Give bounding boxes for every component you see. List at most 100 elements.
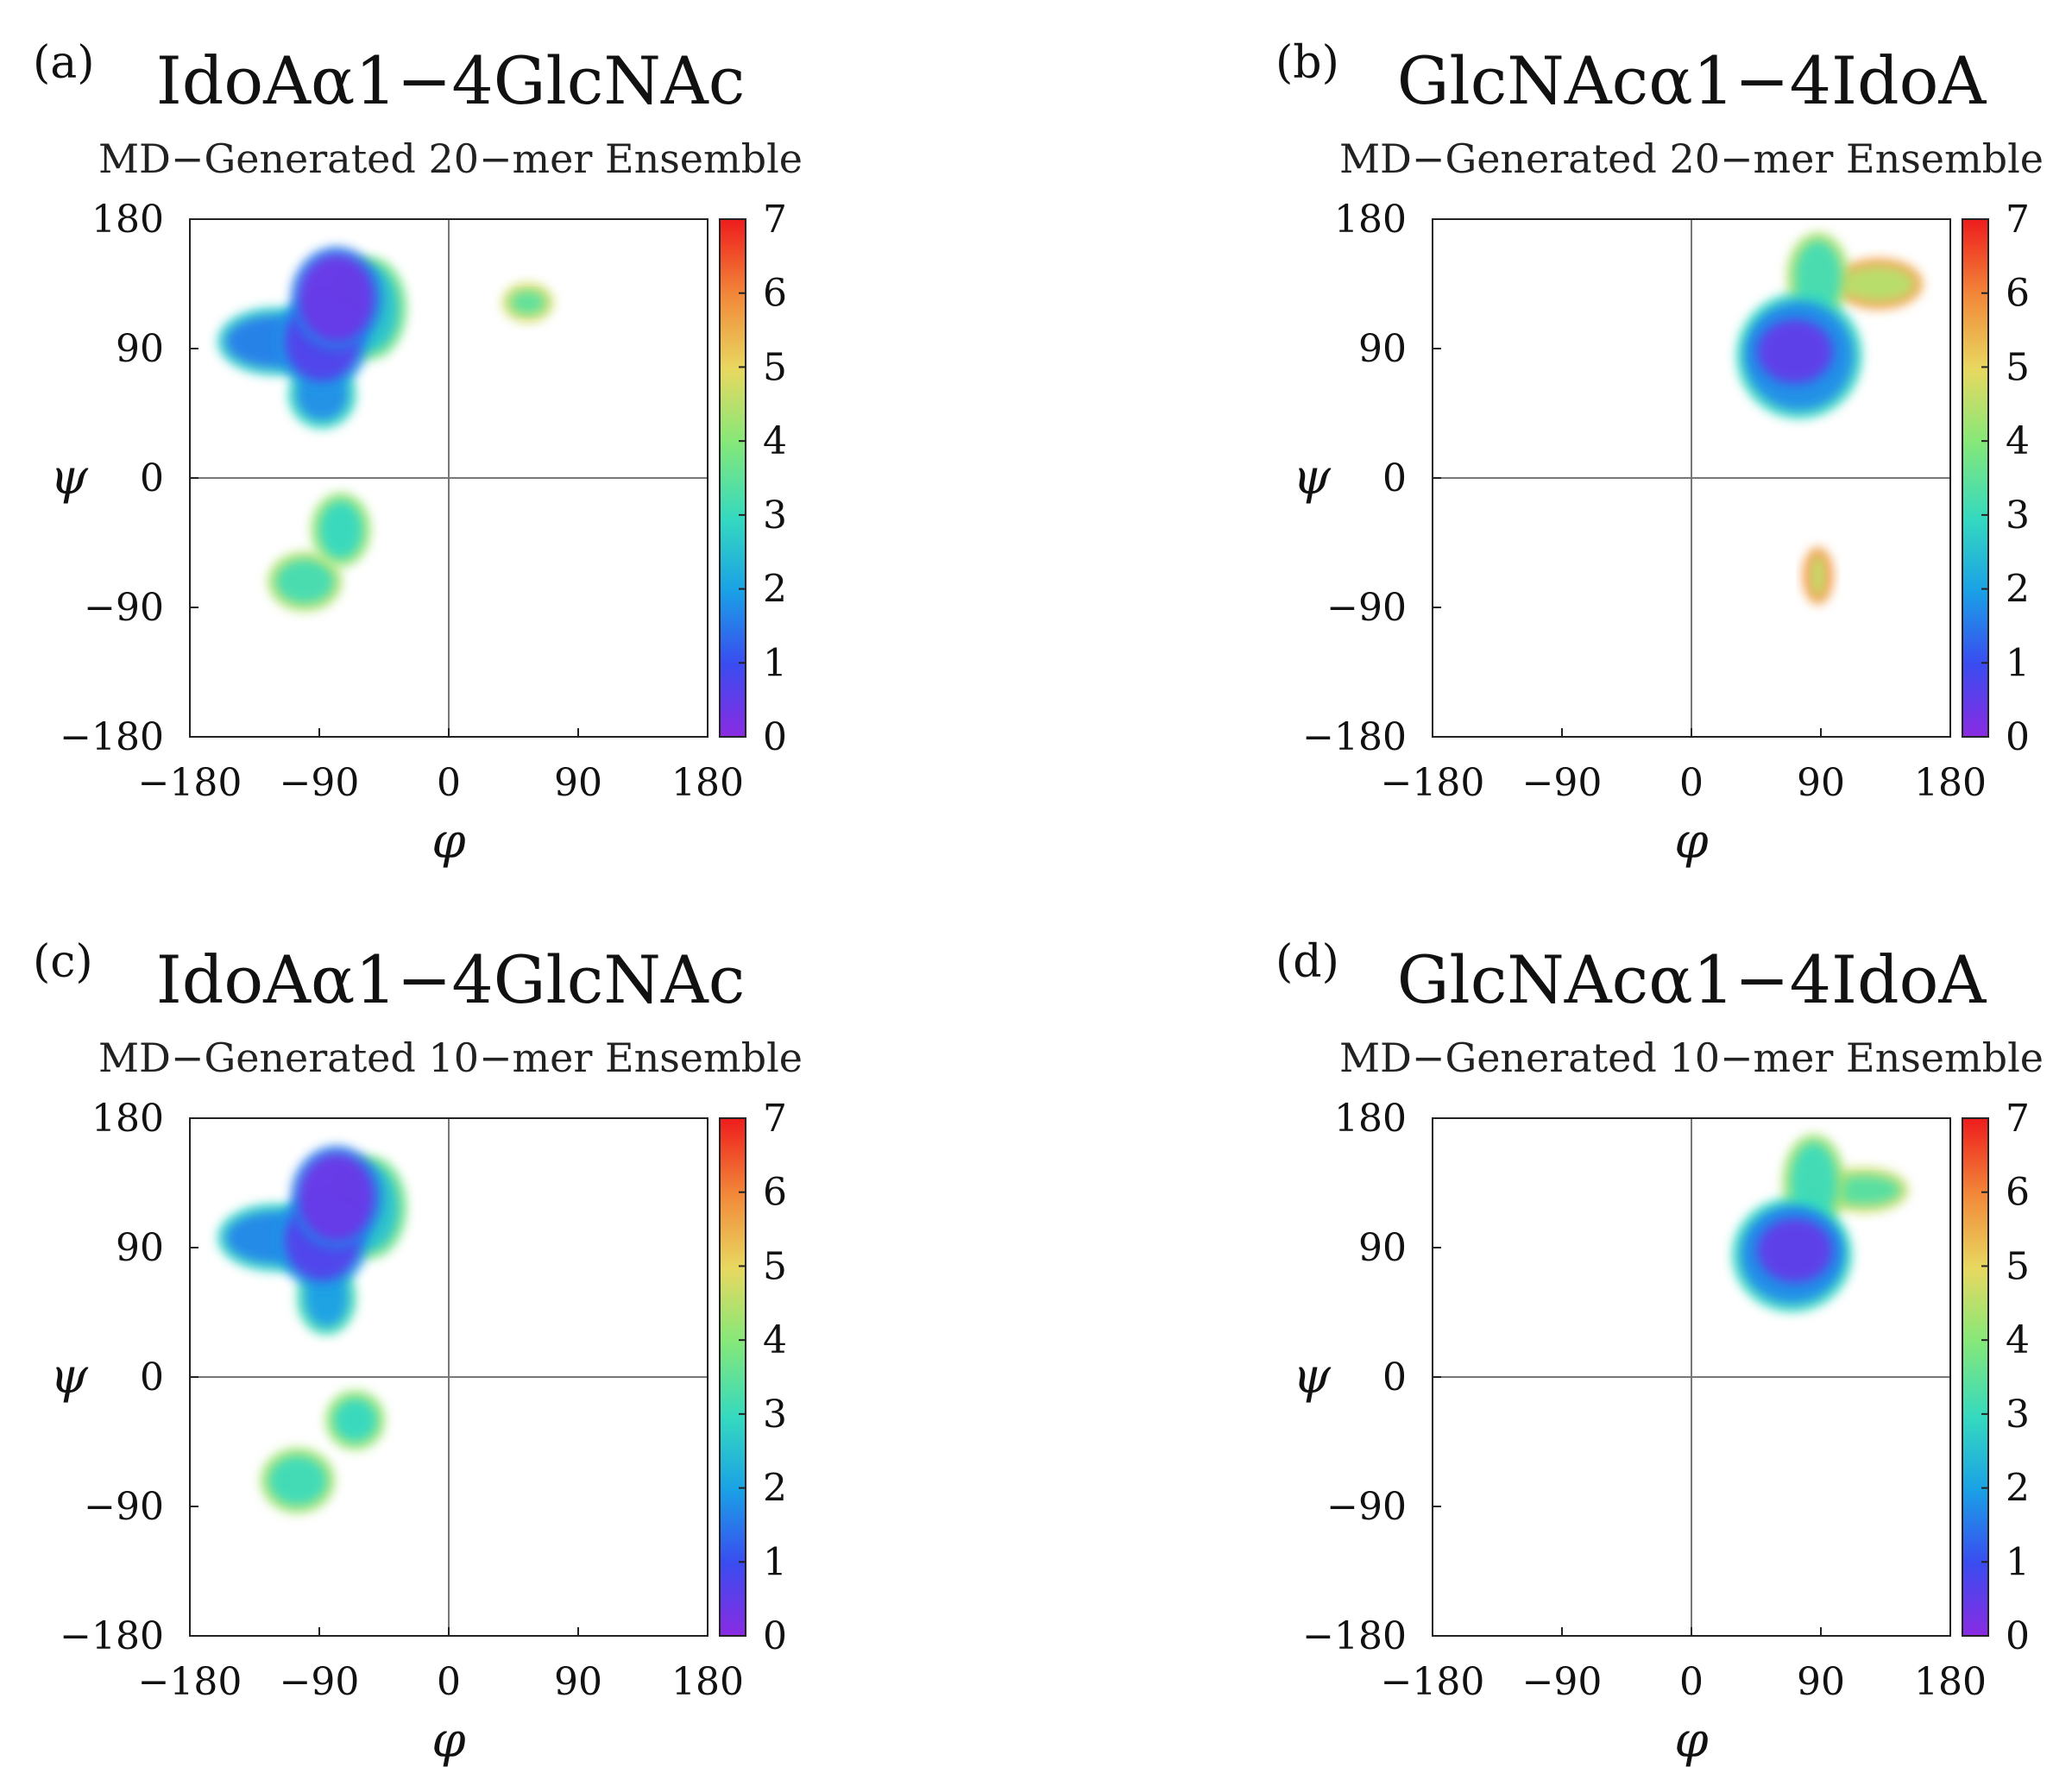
density-map [217,246,554,612]
x-axis-label: φ [431,814,465,870]
colorbar-tick-label: 0 [2006,715,2030,759]
panel-b: (b) GlcNAcα1−4IdoA MD−Generated 20−mer E… [1275,37,2044,870]
chart-title: GlcNAcα1−4IdoA [1397,42,1987,119]
y-tick-label: 0 [1382,1355,1407,1399]
density-region [1842,267,1915,301]
panel-label: (d) [1275,936,1339,988]
density-region [319,500,362,559]
y-tick-label: 0 [140,456,164,500]
colorbar-tick-label: 6 [2006,272,2030,316]
colorbar-tick-label: 6 [2006,1171,2030,1215]
x-tick-label: 90 [554,1660,602,1704]
x-tick-label: 180 [671,761,744,805]
y-tick-label: 0 [1382,456,1407,500]
x-tick-label: 90 [1797,761,1845,805]
colorbar-tick-label: 2 [763,1467,787,1511]
colorbar-tick-label: 4 [2006,1318,2030,1362]
colorbar-tick-label: 6 [763,1171,787,1215]
panel-label: (b) [1275,37,1339,89]
chart-subtitle: MD−Generated 20−mer Ensemble [1339,135,2044,182]
colorbar-tick-label: 2 [2006,1467,2030,1511]
colorbar-tick-label: 4 [2006,419,2030,463]
x-axis-label: φ [431,1713,465,1769]
colorbar-tick-label: 7 [2006,1097,2030,1141]
colorbar-tick-label: 5 [763,345,787,389]
density-region [1828,1175,1900,1205]
y-tick-label: 180 [91,1097,164,1141]
colorbar-tick-label: 3 [2006,494,2030,538]
colorbar [719,218,746,738]
colorbar-tick-label: 3 [2006,1393,2030,1437]
x-tick-label: −180 [138,761,242,805]
panel-a: (a) IdoAα1−4GlcNAc MD−Generated 20−mer E… [33,37,803,870]
colorbar-tick-label: 2 [2006,568,2030,612]
colorbar-tick-label: 0 [2006,1614,2030,1658]
y-tick-label: 0 [140,1355,164,1399]
colorbar-tick-label: 1 [2006,1540,2030,1584]
y-axis-label: ψ [50,450,89,506]
density-region [299,255,375,342]
colorbar-tick-label: 1 [2006,641,2030,685]
plot-area: −180 −90 0 90 180 180 90 0 −90 −180 φ ψ 0 1 2 3 4 5 6 7 [50,198,787,870]
colorbar-tick-label: 6 [763,272,787,316]
colorbar-tick-label: 1 [763,641,787,685]
y-tick-label: −90 [1326,586,1407,630]
y-tick-label: 180 [91,198,164,242]
panel-label: (c) [33,936,93,988]
density-region [510,291,545,314]
y-axis-label: ψ [50,1349,89,1405]
y-tick-label: −180 [1302,1614,1407,1658]
x-tick-label: 0 [1679,1660,1704,1704]
density-region [268,1456,327,1506]
plot-area: −180 −90 0 90 180 180 90 0 −90 −180 φ ψ 0 1 2 3 4 5 6 7 [50,1097,787,1769]
colorbar-tick-label: 7 [2006,198,2030,242]
x-tick-label: −90 [280,1660,360,1704]
chart-title: GlcNAcα1−4IdoA [1397,941,1987,1018]
colorbar-tick-label: 5 [763,1244,787,1288]
colorbar [719,1117,746,1637]
x-tick-label: 180 [1914,761,1987,805]
x-tick-label: −180 [1381,1660,1485,1704]
colorbar-tick-label: 0 [763,715,787,759]
density-map [1731,1134,1909,1313]
y-axis-label: ψ [1293,1349,1332,1405]
chart-subtitle: MD−Generated 10−mer Ensemble [98,1034,803,1081]
x-tick-label: 0 [437,761,461,805]
y-tick-label: −90 [84,586,164,630]
chart-title: IdoAα1−4GlcNAc [156,42,746,119]
density-region [333,1399,377,1442]
density-region [299,1154,375,1241]
panel-c: (c) IdoAα1−4GlcNAc MD−Generated 10−mer E… [33,936,803,1769]
y-tick-label: 90 [116,1226,164,1270]
x-tick-label: 0 [1679,761,1704,805]
panel-label: (a) [33,37,95,89]
x-tick-label: 180 [671,1660,744,1704]
y-tick-label: −90 [1326,1485,1407,1529]
chart-title: IdoAα1−4GlcNAc [156,941,746,1018]
x-tick-label: −90 [1522,761,1603,805]
density-map [217,1145,407,1514]
density-map [1735,232,1924,605]
y-tick-label: 180 [1334,198,1407,242]
density-region [1757,1218,1833,1283]
plot-area: −180 −90 0 90 180 180 90 0 −90 −180 φ ψ 0 1 2 3 4 5 6 7 [1293,198,2030,870]
x-axis-label: φ [1674,1713,1708,1769]
colorbar-tick-label: 7 [763,1097,787,1141]
y-tick-label: −90 [84,1485,164,1529]
x-tick-label: −90 [280,761,360,805]
y-tick-label: −180 [60,1614,164,1658]
colorbar-tick-label: 2 [763,568,787,612]
x-tick-label: 0 [437,1660,461,1704]
colorbar-tick-label: 5 [2006,1244,2030,1288]
plot-area: −180 −90 0 90 180 180 90 0 −90 −180 φ ψ 0 1 2 3 4 5 6 7 [1293,1097,2030,1769]
y-tick-label: 90 [1358,1226,1407,1270]
colorbar-tick-label: 3 [763,1393,787,1437]
x-tick-label: 90 [1797,1660,1845,1704]
x-tick-label: −180 [1381,761,1485,805]
y-tick-label: 90 [116,327,164,371]
x-axis-label: φ [1674,814,1708,870]
colorbar-tick-label: 5 [2006,345,2030,389]
density-region [1811,556,1826,596]
x-tick-label: 180 [1914,1660,1987,1704]
